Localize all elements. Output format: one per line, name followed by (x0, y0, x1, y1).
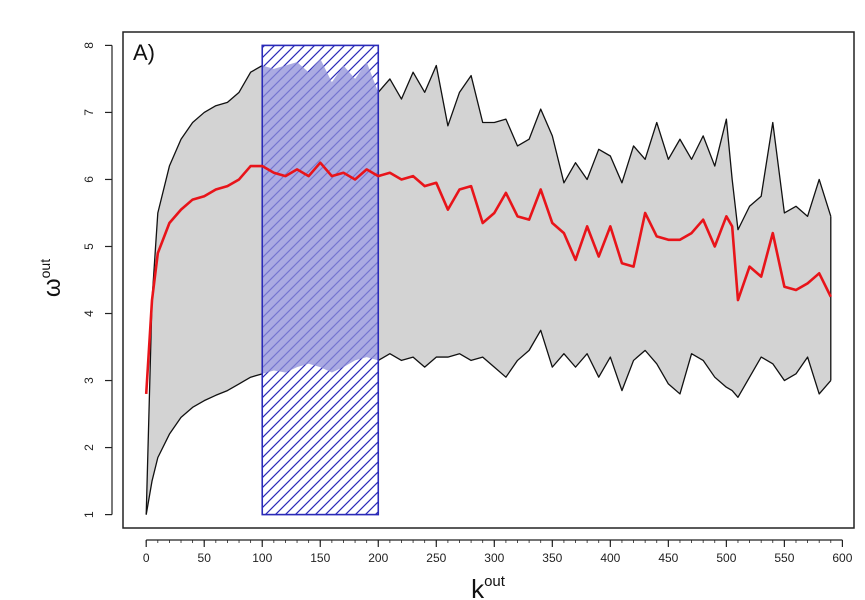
x-tick-label: 550 (774, 551, 794, 565)
y-tick-label: 4 (82, 310, 96, 317)
x-tick-label: 600 (832, 551, 852, 565)
lower-bound-line (145, 329, 832, 515)
x-axis-label-base: k (471, 574, 485, 600)
y-tick-label: 1 (82, 511, 96, 518)
y-axis-label: ωout (37, 259, 66, 297)
y-tick-label: 6 (82, 176, 96, 183)
plot-frame (122, 31, 855, 529)
y-tick-label: 2 (82, 444, 96, 451)
x-tick-label: 350 (542, 551, 562, 565)
x-tick-label: 250 (426, 551, 446, 565)
y-tick-label: 7 (82, 109, 96, 116)
mean-line (144, 161, 832, 395)
x-tick-label: 200 (368, 551, 388, 565)
y-axis-label-base: ω (39, 278, 66, 297)
x-axis-label-sup: out (484, 573, 506, 590)
y-tick-label: 8 (82, 42, 96, 49)
x-tick-label: 450 (658, 551, 678, 565)
plot-area (144, 44, 832, 516)
y-tick-label: 5 (82, 243, 96, 250)
y-axis-label-sup: out (37, 259, 53, 279)
x-tick-label: 100 (252, 551, 272, 565)
highlight-overlap (262, 58, 379, 374)
x-tick-label: 50 (198, 551, 212, 565)
y-tick-label: 3 (82, 377, 96, 384)
x-tick-label: 300 (484, 551, 504, 565)
x-tick-label: 400 (600, 551, 620, 565)
highlight-box (261, 44, 380, 516)
panel-label: A) (133, 40, 155, 65)
x-tick-label: 0 (143, 551, 150, 565)
upper-bound-line (145, 58, 832, 515)
range-band (146, 58, 831, 515)
x-tick-label: 150 (310, 551, 330, 565)
x-axis-label: kout (471, 573, 506, 600)
axes: 0 50 100 150 200 250 300 350 400 450 500 550 600 1 2 3 4… (82, 42, 853, 565)
x-tick-label: 500 (716, 551, 736, 565)
